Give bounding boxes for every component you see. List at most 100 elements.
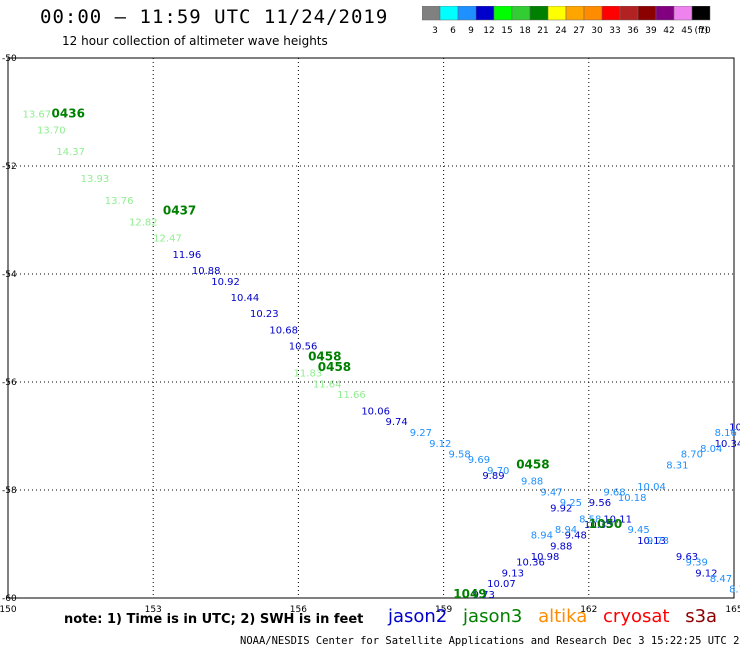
wave-height-label: 9.73: [473, 590, 495, 601]
legend-label: 6: [450, 26, 456, 36]
time-label: 0458: [318, 360, 351, 374]
wave-height-label: 8.94: [531, 531, 553, 542]
legend-label: 3: [432, 26, 438, 36]
wave-height-label: 9.45: [628, 525, 650, 536]
wave-height-label: 10.04: [637, 482, 666, 493]
legend-label: 9: [468, 26, 474, 36]
legend-label: 39: [645, 26, 657, 36]
wave-height-label: 10.07: [487, 579, 516, 590]
legend-label: 12: [483, 26, 494, 36]
wave-height-label: 9.92: [550, 504, 572, 515]
wave-height-label: 12.82: [129, 217, 158, 228]
x-tick-label: 153: [145, 605, 162, 615]
wave-height-label: 9.88: [550, 541, 572, 552]
wave-height-label: 9.47: [540, 487, 562, 498]
legend-label: 42: [663, 26, 674, 36]
wave-height-label: 10.56: [289, 342, 318, 353]
wave-height-label: 10.65: [729, 423, 740, 434]
wave-height-label: 9.88: [521, 477, 543, 488]
wave-height-label: 11.96: [173, 250, 202, 261]
legend-label: 21: [537, 26, 548, 36]
wave-height-label: 8.70: [681, 450, 703, 461]
satellite-legend: jason2 jason3 altika cryosat s3a: [388, 606, 727, 627]
plot-frame: [7, 57, 735, 599]
wave-height-label: 10.06: [361, 406, 390, 417]
time-label: 0458: [516, 457, 549, 471]
wave-height-label: 8.31: [666, 460, 688, 471]
wave-height-label: 9.12: [429, 439, 451, 450]
time-label: 1050: [589, 517, 622, 531]
wave-height-label: 10.92: [211, 277, 240, 288]
y-tick-label: -54: [2, 270, 17, 280]
wave-height-label: 9.48: [565, 531, 587, 542]
time-label: 0458: [308, 349, 341, 363]
y-tick-label: -58: [2, 486, 17, 496]
units-note: note: 1) Time is in UTC; 2) SWH is in fe…: [64, 612, 364, 627]
wave-height-label: 13.70: [37, 126, 66, 137]
wave-height-label: 9.13: [502, 568, 524, 579]
legend-unit: (ft): [694, 26, 708, 36]
x-tick-label: 165: [725, 605, 740, 615]
wave-height-label: 9.25: [560, 498, 582, 509]
chart-title: 00:00 – 11:59 UTC 11/24/2019: [40, 6, 389, 28]
wave-height-label: 9.70: [487, 466, 509, 477]
wave-height-label: 9.39: [686, 558, 708, 569]
y-tick-label: -50: [2, 54, 17, 64]
wave-height-label: 11.64: [313, 379, 342, 390]
wave-height-label: 10.13: [637, 536, 666, 547]
wave-height-label: 10.68: [269, 325, 298, 336]
wave-height-label: 9.63: [676, 552, 698, 563]
legend-label: 27: [573, 26, 584, 36]
legend-label: 24: [555, 26, 567, 36]
wave-height-label: 10.34: [715, 439, 740, 450]
y-tick-label: -60: [2, 594, 17, 604]
wave-height-label: 9.68: [603, 487, 625, 498]
wave-height-label: 10.44: [231, 293, 260, 304]
time-label: 1049: [453, 587, 486, 601]
wave-height-label: 10.35: [584, 520, 613, 531]
legend-label: 70: [699, 26, 711, 36]
wave-height-label: 10.36: [516, 558, 545, 569]
legend-label: 33: [609, 26, 620, 36]
wave-height-label: 9.27: [410, 428, 432, 439]
wave-height-label: 10.88: [192, 266, 221, 277]
sat-label-s3a: s3a: [685, 606, 718, 627]
wave-height-label: 10.11: [603, 514, 632, 525]
x-tick-label: 156: [290, 605, 307, 615]
wave-height-label: 8.04: [700, 444, 722, 455]
y-tick-label: -52: [2, 162, 17, 172]
sat-label-altika: altika: [538, 606, 588, 627]
wave-height-label: 9.74: [386, 417, 408, 428]
wave-height-label: 13.93: [81, 174, 110, 185]
wave-height-label: 9.89: [482, 471, 504, 482]
wave-height-label: 10.18: [618, 493, 647, 504]
time-label: 0437: [163, 204, 196, 218]
legend-label: 18: [519, 26, 531, 36]
wave-height-label: 8.58: [579, 514, 601, 525]
x-tick-label: 150: [0, 605, 17, 615]
sat-label-jason3: jason3: [463, 606, 523, 627]
sat-label-cryosat: cryosat: [603, 606, 670, 627]
wave-height-label: 10.98: [531, 552, 560, 563]
wave-height-label: 8.73: [729, 585, 740, 596]
legend-label: 15: [501, 26, 512, 36]
wave-height-label: 9.69: [468, 455, 490, 466]
wave-height-label: 13.76: [105, 196, 134, 207]
y-tick-label: -56: [2, 378, 17, 388]
legend-label: 30: [591, 26, 603, 36]
chart-subtitle: 12 hour collection of altimeter wave hei…: [62, 34, 328, 48]
x-tick-label: 162: [580, 605, 597, 615]
wave-height-label: 9.73: [647, 536, 669, 547]
footer-credit: NOAA/NESDIS Center for Satellite Applica…: [240, 635, 740, 647]
wave-height-label: 10.23: [250, 309, 279, 320]
sat-label-jason2: jason2: [388, 606, 448, 627]
wave-height-label: 8.94: [555, 525, 577, 536]
wave-height-label: 11.83: [294, 369, 323, 380]
wave-height-label: 9.56: [589, 498, 611, 509]
wave-height-label: 11.66: [337, 390, 366, 401]
wave-height-label: 9.12: [695, 568, 717, 579]
wave-height-label: 13.67: [23, 109, 52, 120]
wave-height-label: 9.58: [448, 450, 470, 461]
legend-label: 45: [681, 26, 692, 36]
